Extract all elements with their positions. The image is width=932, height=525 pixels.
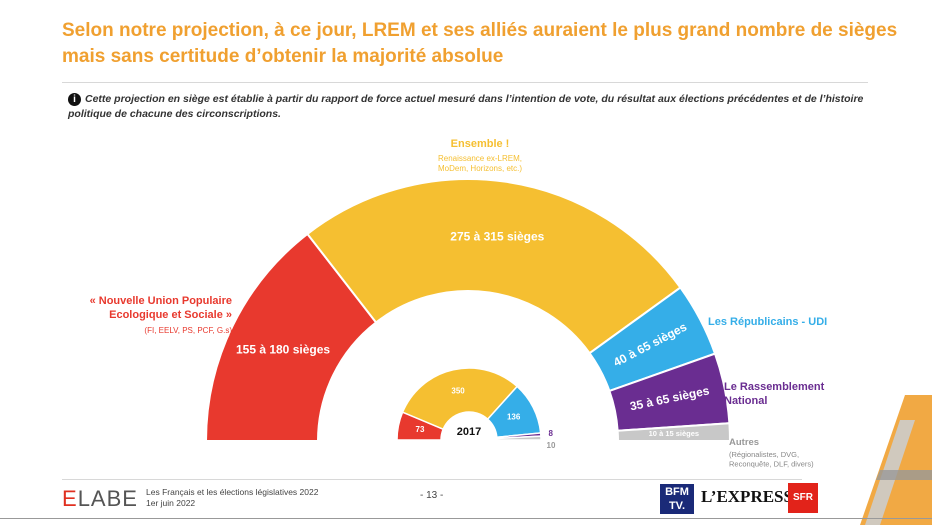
value-label-nouvelle-union-populaire-ecologique-et-sociale: 155 à 180 sièges <box>236 343 330 357</box>
bfmtv-logo: BFM TV. <box>660 484 694 514</box>
arc-ensemble <box>306 178 682 355</box>
value-label-2017-1: 350 <box>451 386 465 395</box>
title-line-2: mais sans certitude d’obtenir la majorit… <box>62 46 504 67</box>
value-label-autres: 10 à 15 sièges <box>649 429 699 438</box>
value-label-2017-3: 8 <box>549 429 554 438</box>
party-label-ensemble: Ensemble ! <box>451 138 510 150</box>
sfr-logo: SFR <box>788 483 818 513</box>
party-label-nupes: « Nouvelle Union Populaire Ecologique et … <box>90 295 232 321</box>
value-label-2017-4: 10 <box>547 441 556 450</box>
projection-arcs <box>204 178 732 442</box>
elabe-logo-e: E <box>62 486 78 511</box>
value-label-ensemble: 275 à 315 sièges <box>450 229 544 243</box>
title-line-1: Selon notre projection, à ce jour, LREM … <box>62 20 898 41</box>
footer-line-2: 1er juin 2022 <box>146 498 196 508</box>
party-sub-autres: (Régionalistes, DVG, Reconquête, DLF, div… <box>729 450 814 468</box>
bfm-text: BFM <box>665 486 689 498</box>
info-icon: i <box>68 93 81 106</box>
value-label-2017-0: 73 <box>416 425 425 434</box>
lexpress-logo: L’EXPRESS <box>701 487 793 506</box>
arc-autres <box>616 422 732 442</box>
party-label-rn: Le Rassemblement National <box>724 381 825 407</box>
bottom-divider <box>0 518 932 519</box>
party-label-autres: Autres <box>729 437 759 448</box>
elabe-logo-rest: LABE <box>77 486 138 511</box>
page-title: Selon notre projection, à ce jour, LREM … <box>62 18 902 70</box>
decorative-a-logo <box>860 395 932 525</box>
2017-arcs <box>396 367 542 441</box>
footer-divider <box>62 479 802 480</box>
year-2017-label: 2017 <box>457 426 481 438</box>
methodology-note: i Cette projection en siège est établie à… <box>68 92 868 122</box>
party-sub-ensemble: Renaissance ex-LREM, MoDem, Horizons, etc… <box>438 154 522 173</box>
elabe-logo: ELABE <box>62 486 138 512</box>
page-number: - 13 - <box>420 490 444 501</box>
note-text: Cette projection en siège est établie à … <box>68 93 864 120</box>
footer-line-1: Les Français et les élections législativ… <box>146 487 319 497</box>
party-label-lr-udi: Les Républicains - UDI <box>708 316 827 328</box>
party-sub-nupes: (FI, EELV, PS, PCF, G.s) <box>144 326 232 335</box>
arc-2017-4 <box>496 435 542 441</box>
arc-2017-1 <box>401 367 519 431</box>
value-label-2017-2: 136 <box>507 413 521 422</box>
footer-source: Les Français et les élections législativ… <box>146 487 318 509</box>
tv-text: TV. <box>668 500 686 512</box>
title-divider <box>62 82 868 83</box>
